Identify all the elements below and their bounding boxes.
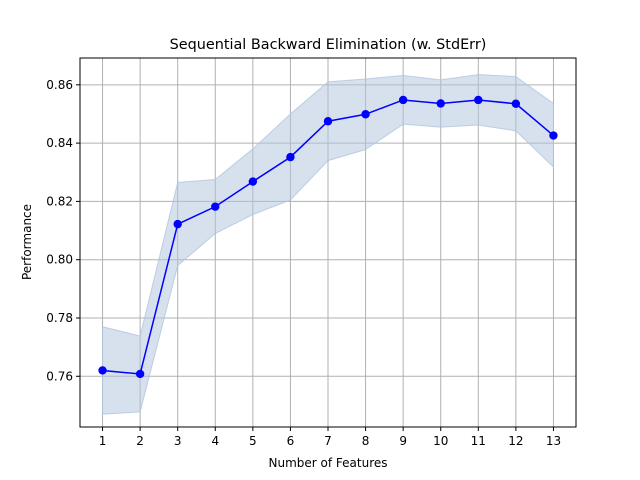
x-tick-label: 3 [174,434,182,448]
y-tick-label: 0.84 [46,136,73,150]
x-tick-label: 4 [211,434,219,448]
x-tick-label: 13 [546,434,561,448]
x-tick-label: 10 [433,434,448,448]
x-tick-label: 12 [508,434,523,448]
data-point [135,369,145,379]
data-point [286,152,295,162]
data-point [248,177,258,186]
data-point [98,366,107,375]
data-point [511,99,521,108]
x-tick-label: 5 [249,434,257,448]
y-tick-label: 0.78 [46,311,73,325]
x-axis-label: Number of Features [269,456,388,470]
y-axis-label: Performance [20,204,34,280]
axis-ticks: 1 2 3 4 5 6 7 8 9 10 11 12 130.760.780.800.820.840.8… [46,78,561,448]
data-point [436,99,445,108]
data-point [549,131,558,140]
data-points [98,95,558,379]
x-tick-label: 9 [399,434,407,448]
data-point [211,202,220,211]
x-tick-label: 11 [471,434,486,448]
y-tick-label: 0.86 [46,78,73,92]
y-tick-label: 0.76 [46,369,73,383]
chart-title: Sequential Backward Elimination (w. StdE… [170,37,487,53]
y-tick-label: 0.82 [46,194,73,208]
stderr-band [102,74,554,415]
y-tick-label: 0.80 [46,253,73,267]
data-point [361,110,370,119]
x-tick-label: 1 [99,434,107,448]
data-point [173,219,182,229]
x-tick-label: 6 [287,434,295,448]
x-tick-label: 7 [324,434,332,448]
data-point [323,117,333,126]
x-tick-label: 2 [136,434,144,448]
x-tick-label: 8 [362,434,370,448]
data-point [398,95,408,105]
data-point [474,95,483,105]
